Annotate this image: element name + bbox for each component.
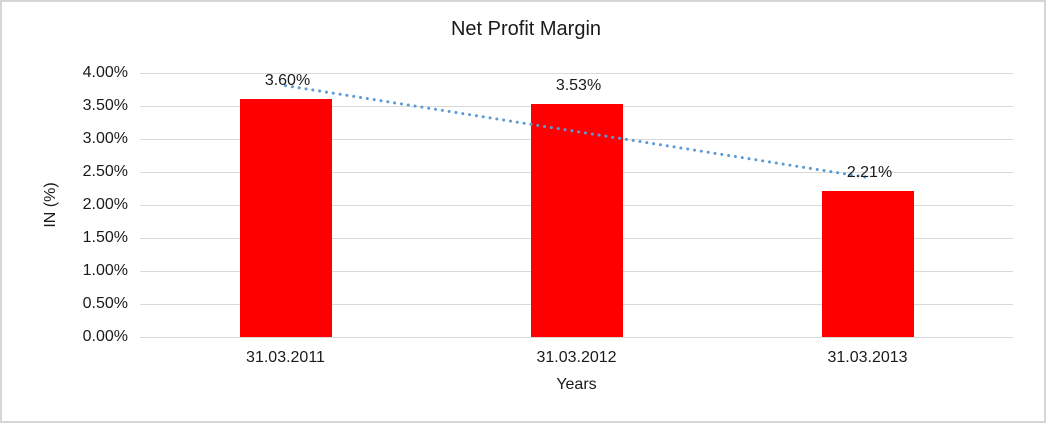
y-tick-label: 0.00% xyxy=(82,328,128,345)
x-axis-title: Years xyxy=(556,376,597,393)
y-tick-label: 3.50% xyxy=(82,97,128,114)
x-tick-label: 31.03.2011 xyxy=(246,349,325,366)
x-tick-label: 31.03.2012 xyxy=(536,349,617,366)
bar-value-label: 3.53% xyxy=(555,77,602,95)
gridline xyxy=(140,72,1013,74)
y-tick-label: 1.50% xyxy=(82,229,128,246)
bar xyxy=(239,99,332,337)
y-tick-label: 2.50% xyxy=(82,163,128,180)
chart-title: Net Profit Margin xyxy=(450,18,602,40)
y-tick-label: 2.00% xyxy=(82,196,128,213)
y-tick-label: 0.50% xyxy=(82,295,128,312)
x-tick-label: 31.03.2013 xyxy=(827,349,908,366)
bar-value-label: 3.60% xyxy=(264,72,311,90)
bar xyxy=(821,191,914,337)
y-tick-label: 3.00% xyxy=(82,130,128,147)
bar-value-label: 2.21% xyxy=(846,164,893,182)
y-tick-label: 4.00% xyxy=(82,64,128,81)
bar xyxy=(530,104,623,337)
gridline xyxy=(140,336,1013,338)
y-tick-label: 1.00% xyxy=(82,262,128,279)
